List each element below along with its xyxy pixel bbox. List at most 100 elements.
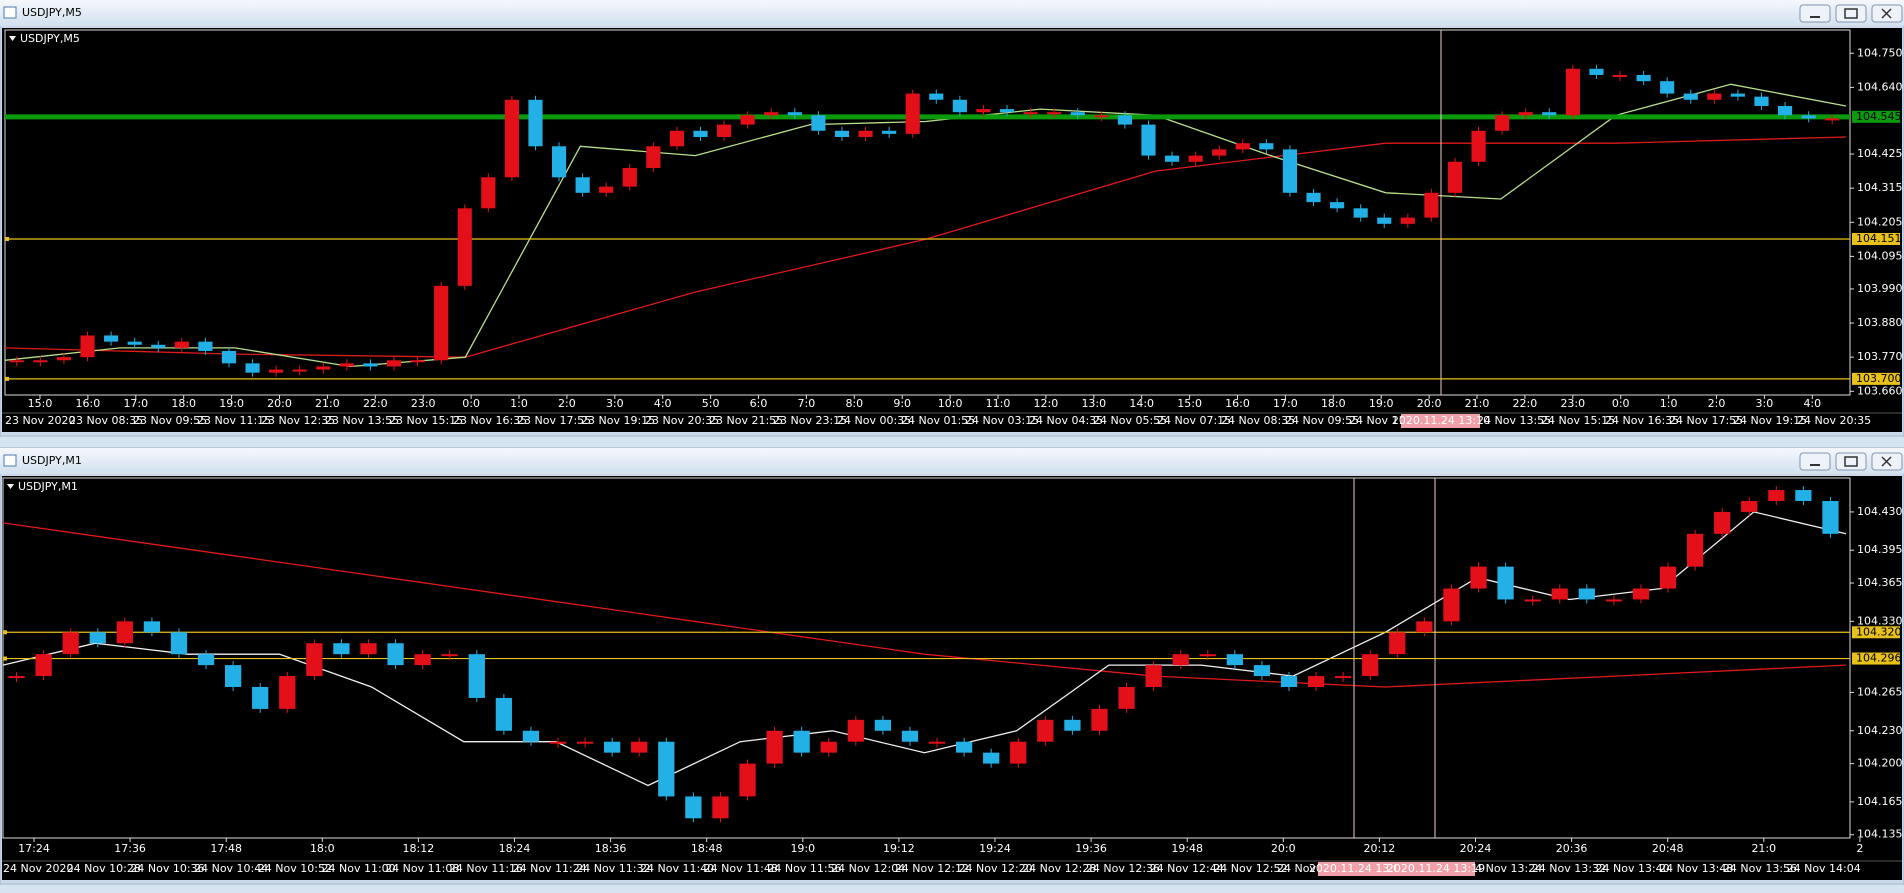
candle-body bbox=[1010, 741, 1027, 764]
candle-body bbox=[1632, 588, 1650, 600]
candle-body bbox=[646, 146, 661, 168]
date-label: 23 Nov 08:35 bbox=[69, 414, 143, 427]
candle-body bbox=[1416, 621, 1433, 633]
candle-body bbox=[1145, 665, 1162, 687]
candle-body bbox=[858, 130, 873, 137]
candle-body bbox=[669, 130, 685, 147]
price-tag bbox=[1852, 626, 1900, 639]
time-label: 20:0 bbox=[1271, 842, 1296, 855]
date-label: 23 Nov 15:15 bbox=[389, 414, 463, 427]
maximize-button[interactable] bbox=[1835, 452, 1867, 471]
time-label: 20:0 bbox=[1417, 397, 1442, 410]
candle-body bbox=[793, 730, 810, 753]
date-label: 24 Nov 11:08 bbox=[385, 862, 459, 875]
candle-body bbox=[1400, 217, 1415, 224]
time-label: 15:0 bbox=[28, 397, 53, 410]
minimize-button[interactable] bbox=[1799, 452, 1831, 471]
candle-body bbox=[1589, 68, 1604, 75]
date-label: 24 Nov 01:55 bbox=[901, 414, 975, 427]
plot-border bbox=[4, 29, 1851, 396]
candle-body bbox=[269, 369, 284, 373]
date-label: 24 Nov 19:15 bbox=[1733, 414, 1807, 427]
time-label: 4:0 bbox=[654, 397, 672, 410]
time-label: 17:0 bbox=[1273, 397, 1298, 410]
candle-body bbox=[764, 112, 779, 116]
time-label: 15:0 bbox=[1177, 397, 1202, 410]
candle-body bbox=[955, 741, 973, 753]
y-tick-label: 104.315 bbox=[1857, 181, 1903, 194]
candle-body bbox=[504, 99, 519, 178]
max-glyph bbox=[1844, 8, 1858, 19]
date-label: 23 Nov 19:15 bbox=[581, 414, 655, 427]
date-label: 24 Nov 13:55 bbox=[1477, 414, 1551, 427]
cursor-tag-label: 2020.11.24 13:19 bbox=[1387, 862, 1485, 875]
candle-body bbox=[333, 643, 350, 655]
date-label: 24 Nov 12:44 bbox=[1150, 862, 1224, 875]
date-label: 24 Nov 13:40 bbox=[1596, 862, 1670, 875]
date-label: 23 Nov 16:35 bbox=[453, 414, 527, 427]
candle-body bbox=[127, 341, 142, 345]
y-tick-label: 104.135 bbox=[1857, 828, 1903, 841]
date-label: 24 Nov 10:28 bbox=[67, 862, 141, 875]
maximize-button[interactable] bbox=[1835, 4, 1867, 23]
candle-body bbox=[434, 285, 449, 361]
candle-body bbox=[1117, 115, 1132, 125]
candle-body bbox=[1280, 676, 1298, 687]
time-label: 0:0 bbox=[462, 397, 480, 410]
candle-body bbox=[495, 697, 512, 731]
symbol-arrow bbox=[7, 484, 14, 489]
minimize-button[interactable] bbox=[1799, 4, 1831, 23]
candle-body bbox=[1578, 588, 1595, 600]
candle-body bbox=[89, 632, 106, 644]
time-label: 23:0 bbox=[411, 397, 436, 410]
candle-body bbox=[1424, 192, 1439, 218]
date-label: 23 Nov 21:55 bbox=[709, 414, 783, 427]
candle-body bbox=[1330, 202, 1345, 209]
date-label: 23 Nov 20:35 bbox=[645, 414, 719, 427]
candle-body bbox=[1188, 155, 1203, 162]
candle-body bbox=[1768, 490, 1785, 501]
time-label: 18:0 bbox=[310, 842, 335, 855]
candle-body bbox=[1605, 599, 1622, 602]
time-label: 12:0 bbox=[1034, 397, 1059, 410]
candle-body bbox=[901, 730, 919, 742]
date-label: 24 Nov 11:00 bbox=[322, 862, 396, 875]
time-label: 1:0 bbox=[510, 397, 528, 410]
close-glyph bbox=[1881, 8, 1892, 19]
y-tick-label: 103.990 bbox=[1857, 282, 1903, 295]
candle-body bbox=[174, 341, 189, 348]
date-label: 23 Nov 23:15 bbox=[773, 414, 847, 427]
y-tick-label: 104.330 bbox=[1857, 614, 1903, 627]
date-label: 24 Nov 11:16 bbox=[449, 862, 523, 875]
candle-body bbox=[1612, 74, 1628, 77]
candle-body bbox=[292, 369, 307, 372]
candle-body bbox=[170, 632, 188, 655]
y-tick-label: 104.200 bbox=[1857, 757, 1903, 770]
date-label: 23 Nov 13:55 bbox=[325, 414, 399, 427]
candle-body bbox=[576, 741, 594, 744]
price-tag-label: 103.700 bbox=[1856, 372, 1902, 385]
cursor-tag bbox=[1396, 862, 1475, 876]
date-label: 24 Nov 07:15 bbox=[1157, 414, 1231, 427]
candle-body bbox=[481, 177, 496, 209]
y-tick-label: 104.230 bbox=[1857, 724, 1903, 737]
price-tag bbox=[1852, 652, 1900, 665]
candle-body bbox=[999, 109, 1015, 113]
candle-body bbox=[551, 146, 567, 178]
date-label: 24 Nov 11:24 bbox=[513, 862, 587, 875]
candle-body bbox=[1686, 533, 1704, 567]
candle-body bbox=[1307, 676, 1325, 687]
time-label: 18:0 bbox=[1321, 397, 1346, 410]
chart-area bbox=[2, 28, 1902, 432]
candle-body bbox=[198, 341, 213, 351]
candle-body bbox=[1064, 719, 1081, 731]
y-tick-label: 104.750 bbox=[1857, 46, 1903, 59]
candle-body bbox=[1447, 161, 1463, 193]
candle-body bbox=[1047, 112, 1062, 115]
time-label: 22:0 bbox=[363, 397, 388, 410]
candle-body bbox=[1707, 93, 1722, 100]
date-label: 24 Nov 04:35 bbox=[1029, 414, 1103, 427]
time-label: 2:0 bbox=[558, 397, 576, 410]
date-label: 24 Nov 05:55 bbox=[1093, 414, 1167, 427]
candle-body bbox=[1118, 686, 1135, 709]
